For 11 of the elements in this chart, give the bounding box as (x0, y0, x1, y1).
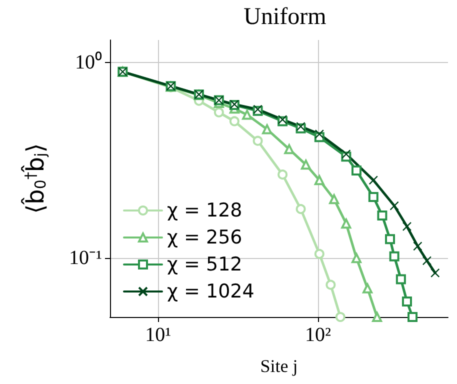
y-tick-label: 10⁰ (75, 50, 102, 74)
chart-title: Uniform (244, 4, 327, 30)
x-axis-title: Site j (260, 356, 298, 376)
legend-label: χ = 256 (167, 226, 242, 248)
x-tick-label: 10¹ (145, 324, 172, 346)
legend-label: χ = 512 (167, 254, 242, 276)
legend-label: χ = 1024 (167, 280, 254, 302)
legend-label: χ = 128 (167, 200, 242, 222)
y-axis-title: ⟨b̂0†b̂j⟩ (21, 143, 50, 214)
y-tick-label: 10⁻¹ (69, 247, 102, 270)
x-tick-label: 10² (305, 324, 332, 346)
